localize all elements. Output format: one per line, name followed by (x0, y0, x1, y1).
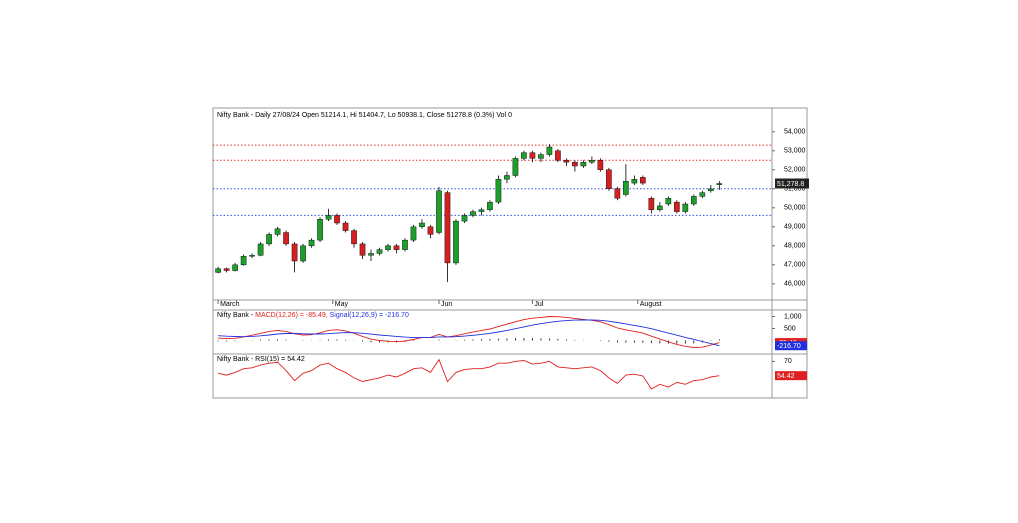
macd-title-prefix: Nifty Bank - (217, 312, 255, 319)
candle-body (436, 190, 442, 233)
candle-body (606, 169, 612, 189)
y-tick-label: 49,000 (784, 224, 806, 231)
candle-body (291, 243, 298, 262)
last-value-label-box (775, 341, 807, 351)
y-tick-label: 500 (784, 325, 796, 332)
macd-title: Nifty Bank - MACD(12,26) = -85.49, Signa… (217, 312, 409, 319)
y-tick-label: 47,000 (784, 262, 806, 269)
candle-body (521, 152, 527, 159)
candle-body (342, 222, 349, 231)
candle-body (538, 154, 544, 159)
candle-body (283, 232, 289, 245)
candle-body (376, 249, 383, 254)
candle-body (699, 192, 706, 197)
y-tick-label: 54,000 (784, 129, 806, 136)
candle-body (691, 196, 697, 205)
candle-body (300, 245, 306, 262)
candle-body (453, 220, 459, 264)
candle-body (215, 268, 221, 273)
candle-body (648, 198, 655, 210)
candle-body (240, 256, 247, 266)
x-tick-label: Jul (534, 301, 543, 308)
candle-body (274, 228, 281, 235)
candle-body (623, 180, 629, 195)
candle-body (640, 177, 646, 184)
candle-body (708, 188, 714, 191)
candle-body (665, 198, 672, 205)
candle-body (249, 255, 255, 257)
x-tick-label: August (640, 301, 662, 308)
candle-body (444, 192, 451, 264)
candle-body (589, 160, 595, 163)
candle-body (351, 230, 357, 245)
candle-body (308, 239, 315, 247)
y-tick-label: 1,000 (784, 313, 802, 320)
candle-body (504, 175, 510, 180)
candle-body (580, 161, 587, 167)
legend-entry: MACD(12,26) = -85.49, (255, 312, 328, 319)
last-value-label-box (775, 371, 807, 381)
x-tick-label: March (220, 301, 240, 308)
series-line (218, 358, 720, 390)
candle-body (410, 226, 417, 241)
candle-body (529, 152, 536, 159)
candle-body (470, 211, 476, 216)
legend-entry: Signal(12,26,9) = -216.70 (330, 312, 409, 319)
last-value-label: 54.42 (777, 373, 795, 380)
candle-body (657, 205, 663, 210)
candle-body (674, 201, 680, 212)
x-tick-label: May (335, 301, 349, 308)
chart-title: Nifty Bank - Daily 27/08/24 Open 51214.1… (217, 112, 512, 119)
rsi-title: Nifty Bank - RSI(15) = 54.42 (217, 356, 305, 363)
y-tick-label: 50,000 (784, 205, 806, 212)
candle-body (368, 253, 374, 256)
candle-body (317, 219, 323, 241)
candle-body (385, 245, 391, 250)
y-tick-label: 46,000 (784, 281, 806, 288)
last-value-label: -216.70 (777, 343, 801, 350)
candle-body (495, 179, 502, 203)
candle-body (257, 243, 264, 256)
y-tick-label: 53,000 (784, 148, 806, 155)
candle-body (461, 215, 468, 222)
candle-body (546, 146, 553, 155)
frame (212, 107, 808, 399)
candle-body (716, 183, 723, 185)
candle-body (359, 243, 366, 256)
candle-body (597, 160, 604, 170)
last-price-box (775, 178, 809, 189)
candle-body (682, 203, 689, 212)
y-tick-label: 51,000 (784, 186, 806, 193)
candle-body (232, 264, 238, 271)
candle-body (512, 158, 519, 176)
candle-body (419, 222, 425, 228)
y-tick-label: 52,000 (784, 167, 806, 174)
candle-body (572, 161, 578, 167)
candle-body (334, 215, 340, 224)
candle-body (325, 215, 332, 220)
candle-body (266, 234, 272, 245)
candle-body (427, 226, 434, 235)
candle-body (487, 201, 493, 210)
x-tick-label: Jun (441, 301, 452, 308)
candle-body (614, 188, 621, 199)
series-line (218, 319, 720, 347)
candle-body (402, 239, 408, 250)
series-line (218, 316, 720, 348)
candle-body (563, 160, 570, 163)
candle-body (555, 150, 561, 161)
y-tick-label: 48,000 (784, 243, 806, 250)
y-tick-label: 70 (784, 358, 792, 365)
candle-body (393, 245, 400, 250)
last-price-label: 51,278.8 (777, 181, 804, 188)
candle-body (631, 179, 638, 184)
candle-body (223, 268, 230, 271)
candle-body (478, 209, 485, 212)
